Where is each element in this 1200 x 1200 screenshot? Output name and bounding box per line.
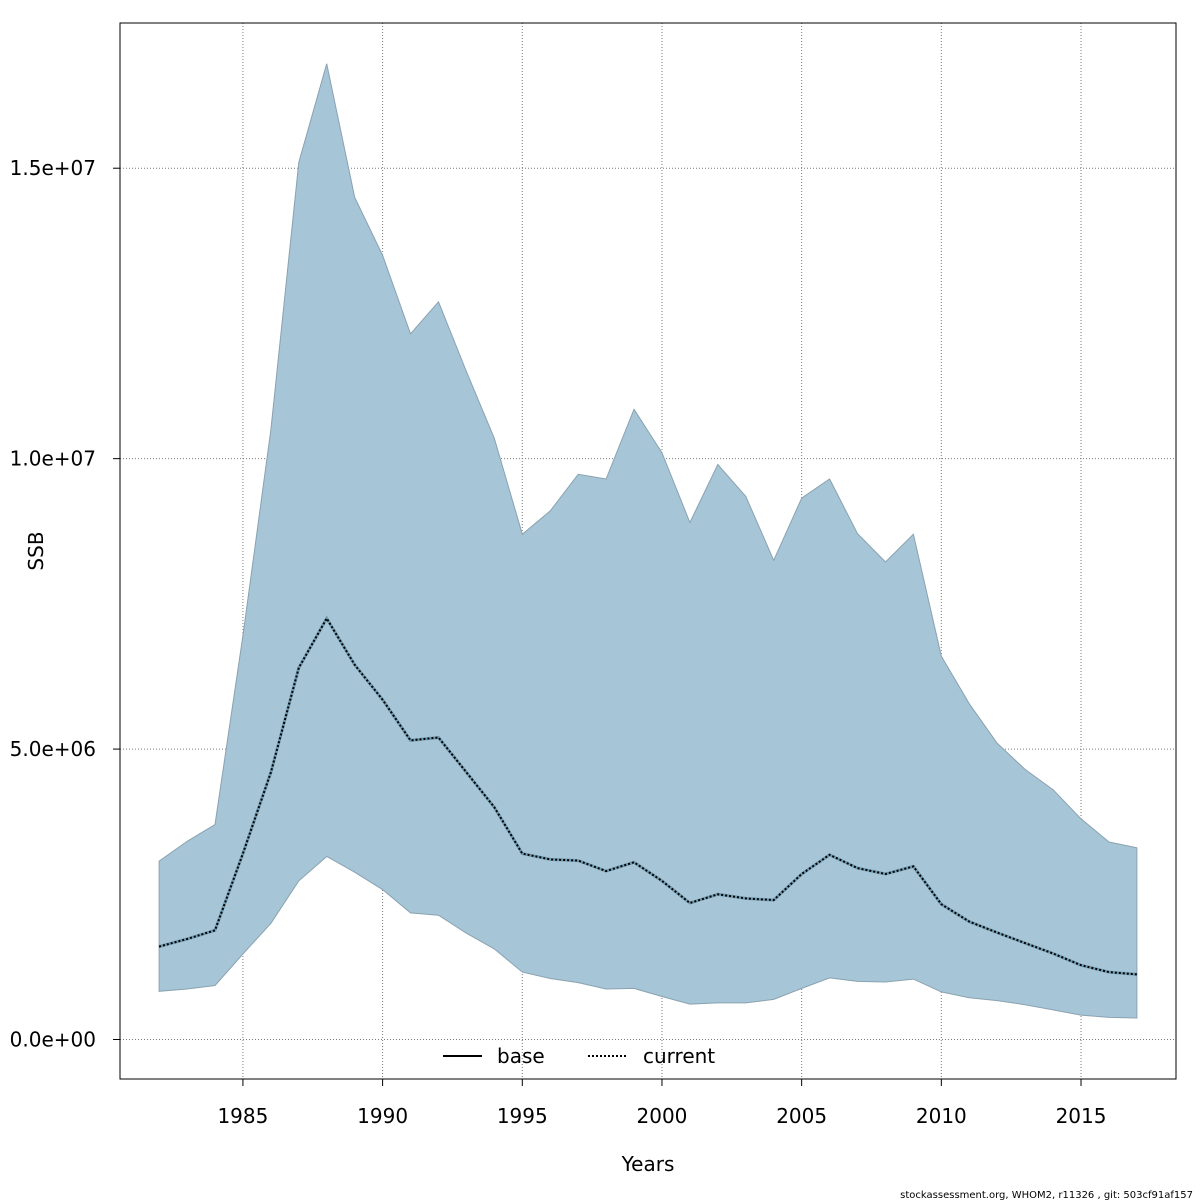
confidence-band <box>158 63 1138 1019</box>
x-tick-label: 2000 <box>637 1104 688 1128</box>
footer-credit: stockassessment.org, WHOM2, r11326 , git… <box>900 1190 1193 1200</box>
y-tick-label: 1.5e+07 <box>10 156 96 180</box>
x-axis-title: Years <box>621 1152 675 1176</box>
x-tick-label: 1990 <box>357 1104 408 1128</box>
x-tick-label: 1985 <box>217 1104 268 1128</box>
legend: base current <box>443 1044 715 1068</box>
x-tick-label: 2010 <box>916 1104 967 1128</box>
y-tick-label: 5.0e+06 <box>10 737 96 761</box>
series-lines <box>158 615 1138 976</box>
x-tick-label: 2005 <box>776 1104 827 1128</box>
plot-frame <box>119 22 1177 1080</box>
current-line <box>158 616 1137 976</box>
legend-label-base: base <box>497 1044 545 1068</box>
x-tick-label: 2015 <box>1056 1104 1107 1128</box>
y-tick-label: 1.0e+07 <box>10 447 96 471</box>
y-axis-title: SSB <box>24 531 48 570</box>
legend-label-current: current <box>643 1044 715 1068</box>
x-axis: 1985 1990 1995 2000 2005 2010 2015 <box>217 1079 1106 1128</box>
x-tick-label: 1995 <box>497 1104 548 1128</box>
confidence-band-area <box>158 63 1138 1019</box>
y-axis: 0.0e+00 5.0e+06 1.0e+07 1.5e+07 <box>10 156 120 1052</box>
y-tick-label: 0.0e+00 <box>10 1028 96 1052</box>
